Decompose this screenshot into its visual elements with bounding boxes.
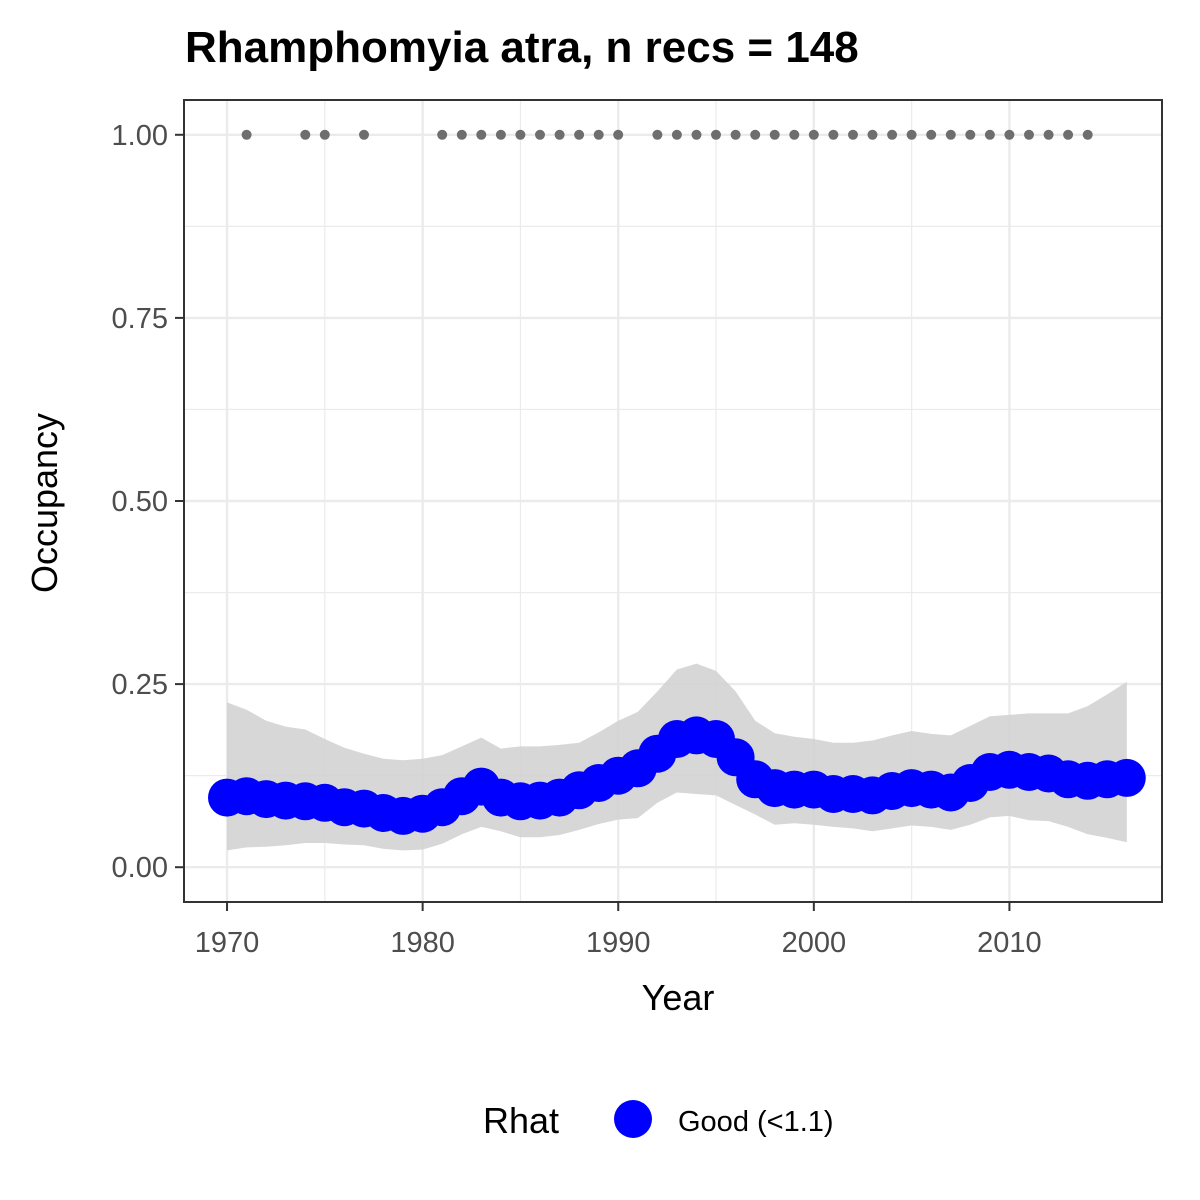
x-tick-label: 2000	[782, 927, 847, 959]
record-point	[613, 129, 624, 140]
mean-series	[208, 716, 1146, 835]
y-tick-label: 0.25	[112, 669, 168, 701]
record-point	[476, 129, 487, 140]
record-point	[319, 129, 330, 140]
y-tick-label: 0.75	[112, 303, 168, 335]
y-tick-label: 1.00	[112, 120, 168, 152]
record-point	[848, 129, 858, 140]
record-point	[965, 129, 976, 140]
legend: Rhat Good (<1.1)	[483, 1100, 834, 1141]
record-point	[300, 129, 311, 140]
chart-title: Rhamphomyia atra, n recs = 148	[185, 23, 859, 72]
record-point	[1082, 129, 1093, 140]
record-point	[945, 129, 956, 140]
record-point	[456, 129, 467, 140]
record-point	[1063, 129, 1074, 140]
record-point	[515, 129, 526, 140]
record-point	[535, 129, 545, 140]
record-point	[769, 129, 780, 140]
x-tick-label: 1990	[586, 927, 651, 959]
records-layer	[241, 129, 1093, 140]
x-axis: 1970 1980 1990 2000 2010	[195, 902, 1042, 959]
legend-title: Rhat	[483, 1100, 559, 1141]
record-point	[671, 129, 682, 140]
y-axis-title: Occupancy	[24, 413, 65, 593]
record-point	[926, 129, 937, 140]
legend-label-good: Good (<1.1)	[678, 1106, 834, 1138]
x-axis-title: Year	[642, 977, 715, 1018]
record-point	[593, 129, 604, 140]
y-tick-label: 0.00	[112, 852, 168, 884]
y-tick-label: 0.50	[112, 486, 168, 518]
record-point	[789, 129, 800, 140]
record-point	[359, 129, 369, 140]
record-point	[652, 129, 663, 140]
record-point	[437, 129, 448, 140]
record-point	[691, 129, 702, 140]
record-point	[574, 129, 585, 140]
record-point	[711, 129, 721, 140]
x-tick-label: 2010	[977, 927, 1042, 959]
record-point	[1043, 129, 1054, 140]
record-point	[1004, 129, 1015, 140]
y-axis: 0.00 0.25 0.50 0.75 1.00	[112, 120, 184, 884]
record-point	[554, 129, 565, 140]
record-point	[867, 129, 878, 140]
record-point	[241, 129, 252, 140]
record-point	[750, 129, 761, 140]
record-point	[1024, 129, 1034, 140]
legend-key-good	[614, 1100, 652, 1138]
record-point	[808, 129, 819, 140]
record-point	[730, 129, 741, 140]
record-point	[495, 129, 506, 140]
record-point	[828, 129, 839, 140]
record-point	[887, 129, 898, 140]
x-tick-label: 1970	[195, 927, 260, 959]
record-point	[906, 129, 917, 140]
plot-panel	[183, 99, 1163, 903]
record-point	[984, 129, 995, 140]
x-tick-label: 1980	[390, 927, 455, 959]
mean-point	[1107, 758, 1146, 797]
